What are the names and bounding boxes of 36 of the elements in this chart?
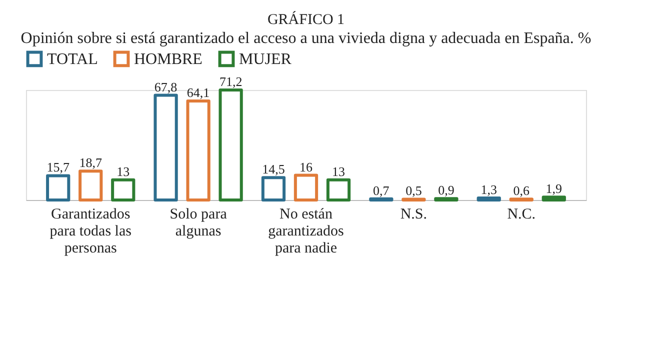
bar	[154, 94, 178, 202]
data-label: 15,7	[46, 160, 70, 175]
x-tick-label: N.C.	[507, 206, 536, 222]
x-tick-label: No están garantizados para nadie	[268, 206, 344, 256]
legend-label: HOMBRE	[134, 50, 202, 68]
data-label: 16	[300, 159, 313, 174]
bar	[78, 170, 103, 202]
bar	[294, 174, 318, 202]
data-label: 67,8	[154, 79, 178, 94]
bar	[326, 178, 351, 202]
data-label: 0,7	[373, 182, 390, 198]
data-label: 64,1	[186, 84, 210, 100]
x-tick-label: Solo para algunas	[170, 206, 228, 240]
chart-title: GRÁFICO 1	[267, 11, 345, 28]
chart-subtitle: Opinión sobre si está garantizado el acceso a una vivieda digna y adecuada en España. %	[20, 30, 592, 47]
data-label: 0,9	[438, 182, 454, 198]
data-label: 0,5	[406, 183, 422, 198]
data-label: 13	[332, 164, 346, 179]
legend-label: TOTAL	[47, 50, 98, 68]
bar	[218, 88, 243, 202]
data-label: 1,3	[480, 182, 497, 197]
bar	[186, 99, 210, 202]
data-label: 0,6	[513, 183, 530, 198]
data-label: 71,2	[219, 74, 242, 89]
legend-label: MUJER	[239, 50, 292, 68]
bar	[46, 174, 70, 202]
bar	[111, 178, 136, 202]
x-tick-label: N.S.	[400, 206, 428, 222]
x-tick-label: Garantizados para todas las personas	[50, 206, 132, 256]
bar	[476, 196, 501, 202]
data-label: 18,7	[79, 155, 102, 170]
data-label: 13	[116, 164, 130, 179]
data-label: 14,5	[262, 162, 285, 177]
bar	[542, 196, 566, 202]
bar	[261, 176, 286, 202]
data-label: 1,9	[546, 181, 562, 196]
